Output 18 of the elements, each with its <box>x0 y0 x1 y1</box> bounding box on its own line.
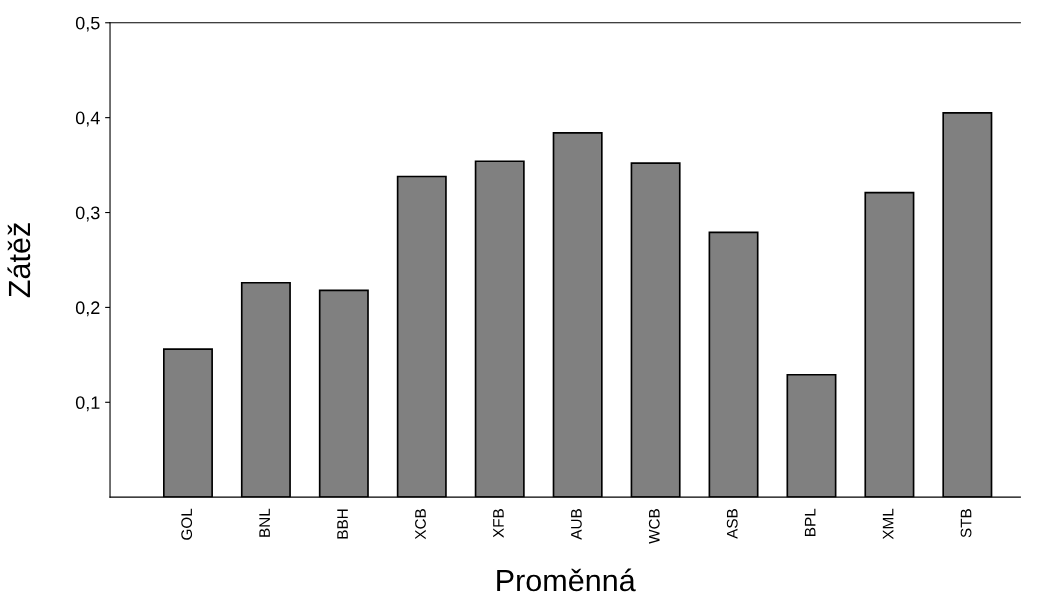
x-tick-label: STB <box>960 509 972 538</box>
x-tick-label: AUB <box>571 509 582 540</box>
y-tick-label: 0,5 <box>75 16 100 32</box>
y-tick-label: 0,2 <box>75 301 100 317</box>
y-axis-title: Zátěž <box>7 223 31 298</box>
y-tick-label: 0,1 <box>75 396 100 412</box>
x-tick-label: GOL <box>181 508 193 540</box>
x-tick-label: WCB <box>648 509 660 544</box>
x-axis-title: Proměnná <box>497 568 636 592</box>
x-tick-label: ASB <box>726 509 738 539</box>
x-tick-label: BPL <box>804 508 816 536</box>
x-tick-label: XML <box>882 508 894 540</box>
y-tick-label: 0,3 <box>75 206 100 222</box>
y-tick-label: 0,4 <box>75 111 100 127</box>
x-tick-label: XFB <box>493 509 504 538</box>
x-tick-label: BNL <box>259 508 270 537</box>
x-tick-label: XCB <box>415 509 426 540</box>
x-tick-label: BBH <box>337 509 348 539</box>
